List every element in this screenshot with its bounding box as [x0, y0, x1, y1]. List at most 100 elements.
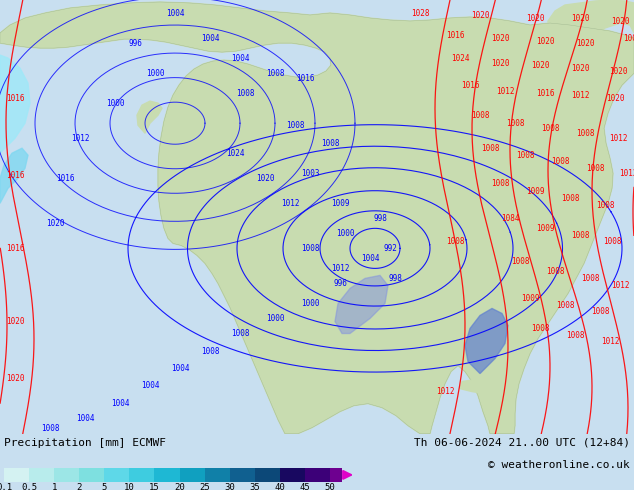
Text: 1028: 1028 [411, 8, 429, 18]
Bar [54, 468, 79, 482]
Text: 1008: 1008 [571, 231, 589, 240]
Bar [179, 468, 205, 482]
Text: 1024: 1024 [451, 53, 469, 63]
Text: 1008: 1008 [546, 267, 564, 276]
Text: 1008: 1008 [551, 157, 569, 166]
Text: 1008: 1008 [566, 331, 585, 340]
Text: 1008: 1008 [591, 307, 609, 316]
Text: 1020: 1020 [536, 37, 554, 46]
Text: 992: 992 [383, 244, 397, 253]
Text: 1008: 1008 [541, 123, 559, 133]
Text: 1000: 1000 [266, 314, 284, 323]
Text: 1020: 1020 [609, 67, 627, 75]
Text: 1008: 1008 [286, 121, 304, 130]
Text: 1012: 1012 [496, 87, 514, 96]
Text: 996: 996 [333, 279, 347, 288]
Bar [230, 468, 255, 482]
Text: 1012: 1012 [571, 91, 589, 99]
Text: 1008: 1008 [581, 274, 599, 283]
Text: 0.1: 0.1 [0, 483, 12, 490]
Text: 1004: 1004 [111, 399, 129, 408]
Text: 1008: 1008 [266, 69, 284, 77]
Text: 1016: 1016 [6, 94, 24, 102]
Text: 1000: 1000 [301, 299, 320, 308]
Text: 1020: 1020 [605, 94, 624, 102]
Text: 1084: 1084 [501, 214, 519, 223]
Text: 1008: 1008 [446, 237, 464, 246]
Text: 1008: 1008 [596, 201, 614, 210]
Text: 1004: 1004 [165, 8, 184, 18]
Text: 5: 5 [101, 483, 107, 490]
Text: 0.5: 0.5 [21, 483, 37, 490]
Text: 1009: 1009 [521, 294, 540, 303]
Text: 1009: 1009 [536, 224, 554, 233]
Text: 1008: 1008 [236, 89, 254, 98]
Bar [129, 468, 155, 482]
Text: 1000: 1000 [146, 69, 164, 77]
Text: 1008: 1008 [576, 129, 594, 138]
Bar [155, 468, 179, 482]
Text: 1000: 1000 [336, 229, 354, 238]
Text: Th 06-06-2024 21..00 UTC (12+84): Th 06-06-2024 21..00 UTC (12+84) [414, 438, 630, 448]
Text: 1004: 1004 [361, 254, 379, 263]
Text: 1008: 1008 [586, 164, 604, 173]
Text: 1008: 1008 [603, 237, 621, 246]
Bar [305, 468, 330, 482]
Text: 10: 10 [124, 483, 135, 490]
Text: 1008: 1008 [231, 329, 249, 338]
Text: 25: 25 [199, 483, 210, 490]
Text: 1012: 1012 [281, 199, 299, 208]
Text: 45: 45 [299, 483, 310, 490]
Text: 1016: 1016 [6, 244, 24, 253]
Text: 1008: 1008 [301, 244, 320, 253]
Text: 1020: 1020 [6, 374, 24, 383]
Text: 1016: 1016 [536, 89, 554, 98]
Polygon shape [0, 2, 634, 434]
Text: 1016: 1016 [461, 81, 479, 90]
Text: 1008: 1008 [506, 119, 524, 128]
Text: 1020: 1020 [491, 33, 509, 43]
Text: 1020: 1020 [571, 14, 589, 23]
Text: 1020: 1020 [531, 61, 549, 70]
Text: 1004: 1004 [171, 364, 190, 373]
Polygon shape [137, 101, 162, 133]
Text: 50: 50 [325, 483, 335, 490]
Text: 1008: 1008 [321, 139, 339, 147]
Text: 1008: 1008 [531, 324, 549, 333]
Text: 1003: 1003 [301, 169, 320, 178]
Text: 1012: 1012 [611, 281, 630, 290]
Text: 15: 15 [149, 483, 160, 490]
Text: 1004: 1004 [141, 381, 159, 390]
Text: 20: 20 [174, 483, 185, 490]
Text: 1008: 1008 [515, 151, 534, 160]
Text: 1008: 1008 [560, 194, 579, 203]
Text: 1008: 1008 [556, 301, 574, 310]
Text: 998: 998 [388, 274, 402, 283]
Bar [29, 468, 54, 482]
Polygon shape [335, 275, 388, 334]
Text: 1020: 1020 [471, 10, 489, 20]
Text: 1008: 1008 [511, 257, 529, 266]
Bar [79, 468, 105, 482]
Bar [205, 468, 230, 482]
Polygon shape [465, 309, 508, 373]
Text: 1004: 1004 [231, 53, 249, 63]
Text: 996: 996 [128, 39, 142, 48]
Text: © weatheronline.co.uk: © weatheronline.co.uk [488, 460, 630, 470]
Text: Precipitation [mm] ECMWF: Precipitation [mm] ECMWF [4, 438, 166, 448]
Bar [4, 468, 29, 482]
Text: 1008: 1008 [471, 111, 489, 120]
Text: 1012: 1012 [601, 337, 619, 346]
Bar [330, 468, 342, 482]
Polygon shape [460, 380, 498, 393]
Text: 1020: 1020 [6, 317, 24, 326]
Bar [280, 468, 305, 482]
Text: 1012: 1012 [609, 134, 627, 143]
Text: 1004: 1004 [201, 33, 219, 43]
Text: 1: 1 [51, 483, 57, 490]
Text: 1008: 1008 [41, 424, 59, 433]
Text: 1020: 1020 [491, 59, 509, 68]
Text: 1020: 1020 [611, 17, 630, 25]
Text: 1020: 1020 [46, 219, 64, 228]
Text: 1012: 1012 [331, 264, 349, 273]
